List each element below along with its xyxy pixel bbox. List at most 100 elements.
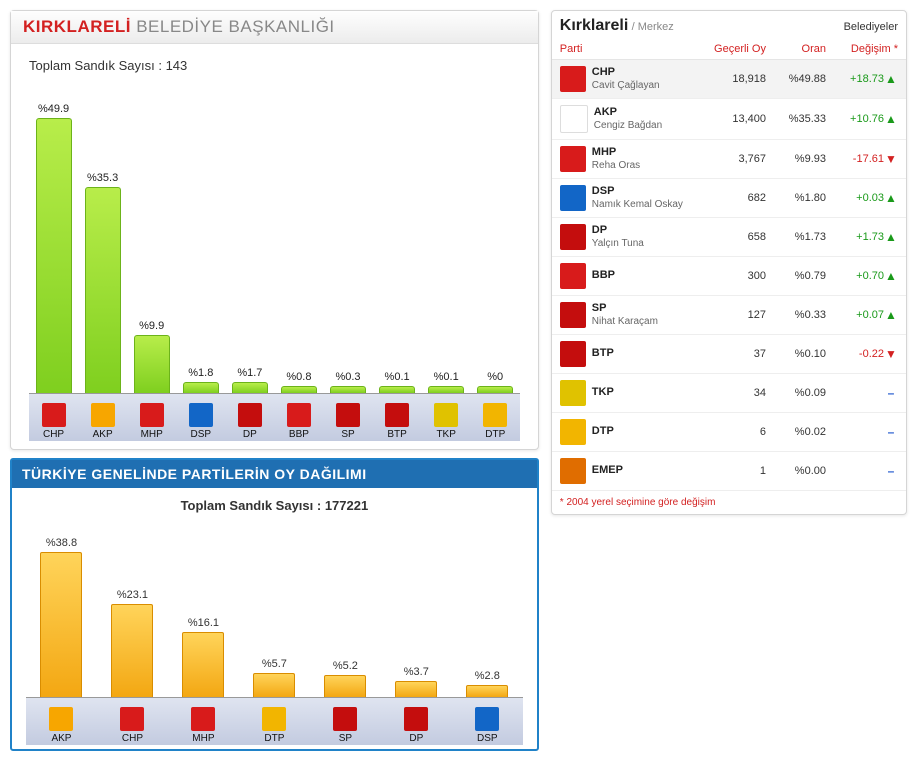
x-cell-mhp: MHP xyxy=(127,401,176,440)
table-footnote: * 2004 yerel seçimine göre değişim xyxy=(552,491,906,514)
col-change: Değişim * xyxy=(826,43,898,55)
x-cell-chp: CHP xyxy=(29,401,78,440)
bar xyxy=(395,681,437,697)
table-row[interactable]: CHPCavit Çağlayan18,918%49.88+18.73▲ xyxy=(552,60,906,99)
bar-sp: %5.2 xyxy=(310,537,381,697)
national-body: Toplam Sandık Sayısı : 177221 %38.8%23.1… xyxy=(12,488,537,749)
votes-cell: 300 xyxy=(706,270,766,282)
ratio-cell: %35.33 xyxy=(766,113,826,125)
root: KIRKLARELİ BELEDİYE BAŞKANLIĞI Toplam Sa… xyxy=(10,10,907,751)
table-rows: CHPCavit Çağlayan18,918%49.88+18.73▲AKPC… xyxy=(552,60,906,491)
party-icon xyxy=(475,707,499,731)
bar-dp: %3.7 xyxy=(381,537,452,697)
party-cell: AKPCengiz Bağdan xyxy=(594,106,706,131)
bar-akp: %38.8 xyxy=(26,537,97,697)
x-cell-dsp: DSP xyxy=(176,401,225,440)
party-icon xyxy=(560,66,586,92)
x-cell-tkp: TKP xyxy=(422,401,471,440)
table-row[interactable]: MHPReha Oras3,767%9.93-17.61▼ xyxy=(552,140,906,179)
party-cell: SPNihat Karaçam xyxy=(592,302,706,327)
change-cell: +18.73 xyxy=(826,73,884,85)
bar-label: %0.1 xyxy=(385,371,410,383)
bar-mhp: %9.9 xyxy=(127,103,176,393)
votes-cell: 37 xyxy=(706,348,766,360)
bar-label: %5.2 xyxy=(333,660,358,672)
party-cell: DSPNamık Kemal Oskay xyxy=(592,185,706,210)
bar xyxy=(330,386,366,393)
bar xyxy=(232,382,268,393)
party-icon xyxy=(560,380,586,406)
ratio-cell: %0.02 xyxy=(766,426,826,438)
bar-label: %23.1 xyxy=(117,589,148,601)
x-cell-chp: CHP xyxy=(97,705,168,744)
table-row[interactable]: SPNihat Karaçam127%0.33+0.07▲ xyxy=(552,296,906,335)
party-cell: CHPCavit Çağlayan xyxy=(592,66,706,91)
table-row[interactable]: BBP300%0.79+0.70▲ xyxy=(552,257,906,296)
party-name: CHP xyxy=(97,733,168,744)
bar-label: %49.9 xyxy=(38,103,69,115)
party-icon xyxy=(434,403,458,427)
party-icon xyxy=(262,707,286,731)
ratio-cell: %0.79 xyxy=(766,270,826,282)
col-party: Parti xyxy=(560,43,706,55)
party-icon xyxy=(238,403,262,427)
bar-dsp: %1.8 xyxy=(176,103,225,393)
party-name: DP xyxy=(381,733,452,744)
arrow-flat-icon: – xyxy=(884,464,898,478)
x-cell-btp: BTP xyxy=(373,401,422,440)
party-cell: TKP xyxy=(592,386,706,399)
results-table-panel: Belediyeler Kırklareli / Merkez Parti Ge… xyxy=(551,10,907,515)
bar xyxy=(36,118,72,393)
bar-akp: %35.3 xyxy=(78,103,127,393)
table-row[interactable]: EMEP1%0.00– xyxy=(552,452,906,491)
party-icon xyxy=(560,224,586,250)
bar xyxy=(40,552,82,697)
party-icon xyxy=(560,146,586,172)
party-icon xyxy=(560,185,586,211)
party-name: DSP xyxy=(176,429,225,440)
votes-cell: 34 xyxy=(706,387,766,399)
arrow-up-icon: ▲ xyxy=(884,230,898,244)
party-icon xyxy=(91,403,115,427)
party-name: SP xyxy=(310,733,381,744)
arrow-flat-icon: – xyxy=(884,386,898,400)
party-cell: EMEP xyxy=(592,464,706,477)
party-icon xyxy=(191,707,215,731)
table-row[interactable]: DSPNamık Kemal Oskay682%1.80+0.03▲ xyxy=(552,179,906,218)
bar-label: %2.8 xyxy=(475,670,500,682)
table-row[interactable]: DTP6%0.02– xyxy=(552,413,906,452)
arrow-up-icon: ▲ xyxy=(884,112,898,126)
local-results-panel: KIRKLARELİ BELEDİYE BAŞKANLIĞI Toplam Sa… xyxy=(10,10,539,450)
votes-cell: 18,918 xyxy=(706,73,766,85)
x-cell-akp: AKP xyxy=(78,401,127,440)
party-icon xyxy=(560,419,586,445)
local-results-body: Toplam Sandık Sayısı : 143 %49.9%35.3%9.… xyxy=(11,44,538,449)
left-column: KIRKLARELİ BELEDİYE BAŞKANLIĞI Toplam Sa… xyxy=(10,10,539,751)
party-cell: BBP xyxy=(592,269,706,282)
votes-cell: 6 xyxy=(706,426,766,438)
table-row[interactable]: DPYalçın Tuna658%1.73+1.73▲ xyxy=(552,218,906,257)
belediyeler-link[interactable]: Belediyeler xyxy=(844,21,898,33)
table-row[interactable]: AKPCengiz Bağdan13,400%35.33+10.76▲ xyxy=(552,99,906,140)
party-name: DP xyxy=(225,429,274,440)
bar-label: %16.1 xyxy=(188,617,219,629)
ratio-cell: %0.00 xyxy=(766,465,826,477)
party-icon xyxy=(140,403,164,427)
table-row[interactable]: TKP34%0.09– xyxy=(552,374,906,413)
party-icon xyxy=(560,263,586,289)
table-row[interactable]: BTP37%0.10-0.22▼ xyxy=(552,335,906,374)
bar xyxy=(183,382,219,393)
x-cell-dp: DP xyxy=(225,401,274,440)
party-icon xyxy=(336,403,360,427)
bar-label: %1.8 xyxy=(188,367,213,379)
party-icon xyxy=(560,458,586,484)
party-icon xyxy=(404,707,428,731)
bar-btp: %0.1 xyxy=(373,103,422,393)
bar xyxy=(477,386,513,393)
bar-label: %9.9 xyxy=(139,320,164,332)
bar-dtp: %0 xyxy=(471,103,520,393)
change-cell: -0.22 xyxy=(826,348,884,360)
votes-cell: 13,400 xyxy=(706,113,766,125)
bar-label: %0.1 xyxy=(434,371,459,383)
arrow-flat-icon: – xyxy=(884,425,898,439)
